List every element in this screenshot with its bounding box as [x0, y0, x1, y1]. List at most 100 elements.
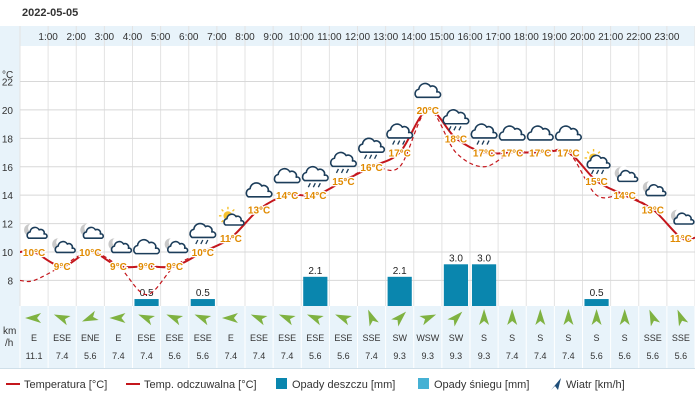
wind-direction-label: S: [622, 333, 628, 343]
wind-arrow-shape: [278, 314, 296, 326]
temperature-label: 9°C: [166, 262, 183, 273]
wind-direction-label: S: [565, 333, 571, 343]
sun-ray: [221, 219, 224, 223]
wind-arrow-shape: [335, 314, 352, 326]
cloud-shape: [358, 137, 386, 153]
wind-speed-label: 5.6: [618, 351, 631, 361]
hour-label: 16:00: [457, 32, 482, 43]
cloud-shape: [133, 238, 161, 255]
hour-label: 10:00: [289, 32, 314, 43]
wind-direction-label: WSW: [416, 333, 439, 343]
hour-label: 5:00: [151, 32, 171, 43]
cloudy-icon: [526, 125, 554, 141]
rain-icon: [330, 151, 357, 174]
temperature-label: 17°C: [529, 149, 551, 160]
grid: [19, 26, 695, 368]
hour-label: 19:00: [542, 32, 567, 43]
y-tick-label: 10: [2, 248, 14, 259]
rain-bar: [303, 276, 328, 306]
rain-bar: [190, 299, 215, 306]
wind-arrow-shape: [81, 310, 99, 322]
wind-speed-label: 5.6: [647, 351, 660, 361]
rain-sun-icon: [584, 148, 611, 175]
cloud-shape: [414, 82, 442, 99]
wind-arrow-icon: [563, 309, 574, 325]
cloud-shape: [167, 240, 189, 254]
cloud-shape: [189, 222, 217, 239]
wind-speed-label: 7.4: [365, 351, 378, 361]
hour-label: 21:00: [598, 32, 623, 43]
y-tick-label: 14: [2, 191, 14, 202]
rain-drop: [205, 239, 209, 245]
legend-snow-label: Opady śniegu [mm]: [434, 379, 529, 391]
rain-drop: [195, 239, 199, 245]
rain-icon: [386, 123, 414, 145]
cloudy-icon: [414, 82, 442, 99]
cloud-shape: [673, 212, 695, 225]
rain-drop: [453, 126, 457, 131]
hour-label: 1:00: [38, 32, 58, 43]
wind-arrow-shape: [535, 309, 546, 325]
rain-bar-label: 0.5: [590, 288, 604, 299]
wind-speed-label: 7.4: [253, 351, 266, 361]
rain-drop: [392, 140, 396, 145]
wind-speed-label: 7.4: [562, 351, 575, 361]
wind-direction-label: ESE: [250, 333, 268, 343]
cloud-shape: [301, 165, 329, 182]
partly-cloudy-night-icon: [670, 208, 695, 225]
temperature-label: 20°C: [417, 106, 439, 117]
wind-unit-label: km: [3, 326, 16, 337]
legend-wind-arrow-icon: [551, 378, 561, 390]
temperature-label: 9°C: [54, 262, 71, 273]
rain-bar-label: 2.1: [308, 266, 322, 277]
rain-icon: [189, 222, 217, 245]
wind-direction-label: S: [594, 333, 600, 343]
wind-arrow-icon: [677, 309, 689, 327]
sun-ray: [597, 151, 601, 154]
rain-bar: [443, 264, 469, 306]
hour-label: 12:00: [345, 32, 370, 43]
rain-icon: [442, 109, 470, 131]
wind-arrow-shape: [306, 314, 324, 326]
wind-arrow-icon: [53, 314, 71, 326]
cloud-shape: [330, 151, 357, 168]
rain-drop: [402, 140, 406, 145]
hour-label: 7:00: [207, 32, 227, 43]
cloud-shape: [617, 169, 639, 183]
y-tick-label: 12: [2, 220, 14, 231]
cloud-shape: [498, 125, 526, 141]
hour-label: 17:00: [486, 32, 511, 43]
wind-speed-label: 7.4: [281, 351, 294, 361]
temperature-label: 14°C: [304, 191, 326, 202]
wind-arrow-shape: [109, 313, 126, 323]
temperature-label: 11°C: [670, 234, 692, 245]
wind-speed-label: 5.6: [590, 351, 603, 361]
rain-bar-label: 3.0: [477, 253, 491, 264]
rain-drop: [448, 126, 452, 131]
wind-speed-label: 9.3: [478, 351, 491, 361]
wind-direction-label: ESE: [194, 333, 212, 343]
wind-arrow-shape: [619, 309, 630, 325]
rain-bar-label: 2.1: [393, 266, 407, 277]
temperature-label: 17°C: [389, 149, 411, 160]
wind-arrow-icon: [306, 314, 324, 326]
hour-label: 15:00: [429, 32, 454, 43]
cloud-shape: [526, 125, 554, 141]
wind-unit-label-2: /h: [5, 338, 13, 349]
temperature-label: 14°C: [276, 191, 298, 202]
wind-arrow-icon: [535, 309, 546, 325]
y-tick-label: 22: [2, 78, 14, 89]
hour-label: 18:00: [514, 32, 539, 43]
hour-label: 11:00: [317, 32, 342, 43]
hour-label: 13:00: [373, 32, 398, 43]
temperature-label: 15°C: [585, 177, 607, 188]
wind-arrow-icon: [335, 314, 352, 326]
sun-ray: [586, 151, 590, 154]
wind-direction-label: S: [509, 333, 515, 343]
rain-bar-label: 3.0: [449, 253, 463, 264]
temperature-label: 9°C: [138, 262, 155, 273]
wind-arrow-shape: [194, 314, 212, 326]
cloud-shape: [586, 154, 611, 169]
wind-arrow-shape: [563, 309, 574, 325]
hour-label: 22:00: [626, 32, 651, 43]
